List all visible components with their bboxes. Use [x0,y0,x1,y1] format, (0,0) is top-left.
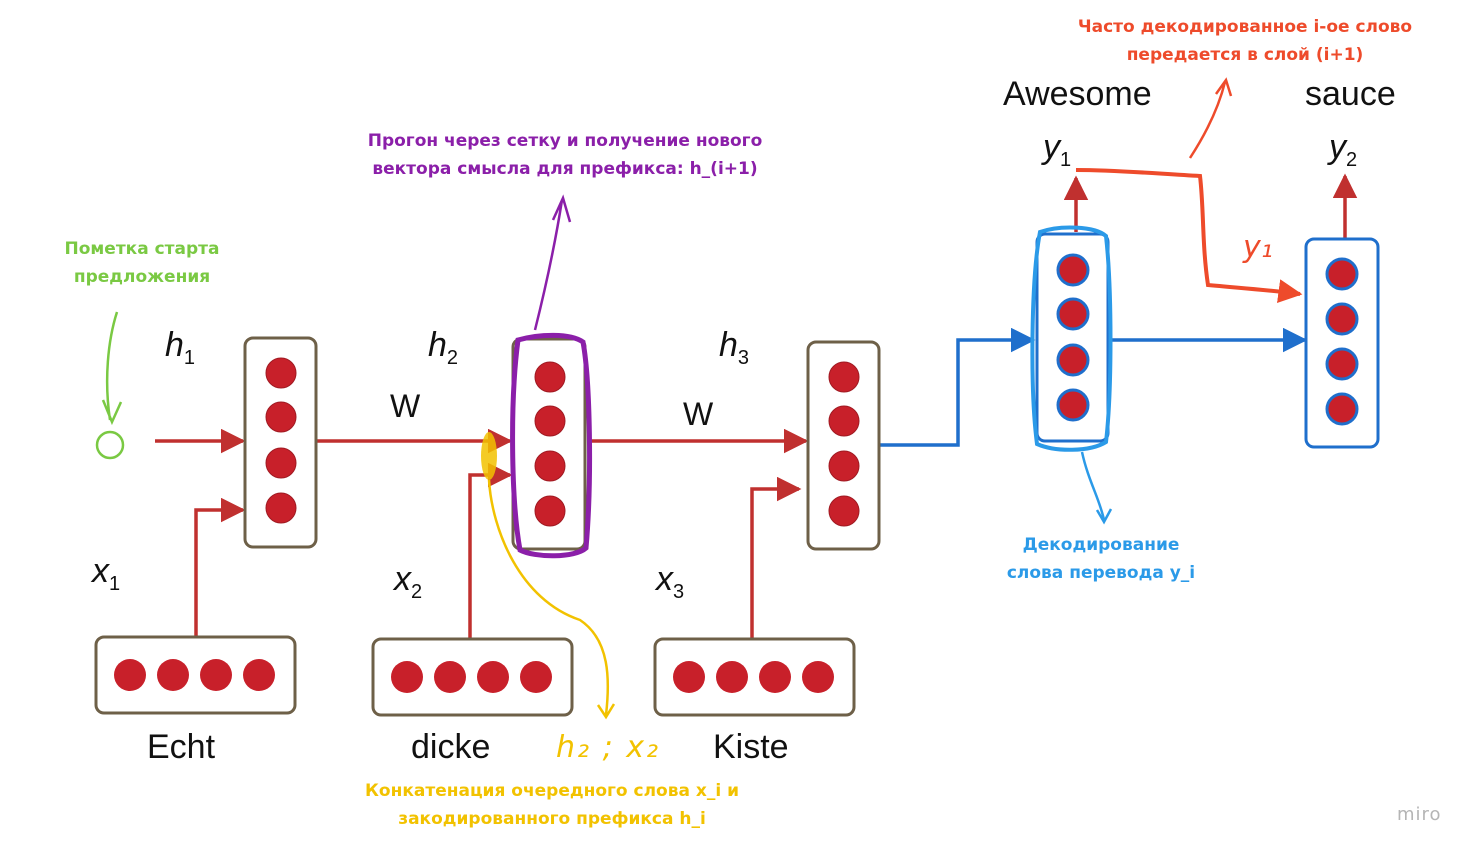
hidden-box-h1 [243,336,318,549]
label-h2: h2 [428,326,459,369]
node [265,401,297,433]
label-y1: y1 [1043,128,1072,171]
word-kiste: Kiste [713,728,789,766]
annotation-feed-forward: Часто декодированное i-ое слово передаетс… [1077,17,1413,65]
green-pointer [101,311,123,426]
node [828,361,860,393]
node [802,661,834,693]
node [157,659,189,691]
node [243,659,275,691]
miro-watermark: miro [1397,804,1442,825]
label-h3: h3 [719,326,750,369]
label-y2: y2 [1329,128,1358,171]
annotation-concatenation: Конкатенация очередного слова x_i и закод… [365,781,739,829]
node [828,495,860,527]
arrow-x3-to-h3 [750,476,802,638]
hidden-box-h2 [511,337,587,551]
weight-label-2: W [683,396,714,432]
label-h1: h1 [165,326,196,369]
arrow-x1-to-h1 [194,497,246,636]
node [1056,343,1090,377]
purple-highlight [510,332,593,559]
handwritten-y1: y₁ [1243,230,1273,265]
node [265,492,297,524]
node [391,661,423,693]
node [828,405,860,437]
hidden-box-h3 [806,340,881,551]
word-awesome: Awesome [1003,75,1152,113]
start-token-circle [95,430,125,460]
word-dicke: dicke [411,728,491,766]
arrow-x2-to-h2 [468,462,513,638]
orange-pointer [1188,77,1233,159]
node [534,450,566,482]
node [200,659,232,691]
node [1325,302,1359,336]
input-box-x2 [371,637,574,717]
purple-pointer [533,194,572,331]
node [1325,347,1359,381]
node [1056,253,1090,287]
decoder-box-2 [1304,237,1380,449]
light-blue-pointer [1080,451,1113,525]
node [520,661,552,693]
node [673,661,705,693]
orange-feed-path [1075,168,1303,304]
node [534,405,566,437]
node [1325,392,1359,426]
decoder-arrows [880,327,1308,447]
arrow-h3-to-decoder [880,327,1036,447]
node [477,661,509,693]
decoder-box-1 [1035,232,1110,443]
handwritten-concat: h₂ ; x₂ [556,730,660,765]
node [1056,388,1090,422]
node [1325,257,1359,291]
label-x2: x2 [394,560,423,603]
node [534,495,566,527]
annotation-forward-pass: Прогон через сетку и получение нового век… [367,131,763,179]
node [759,661,791,693]
node [265,447,297,479]
encoder-arrows [155,173,1358,638]
light-blue-highlight [1030,225,1113,452]
node [716,661,748,693]
label-x1: x1 [92,552,121,595]
input-box-x1 [94,635,297,715]
node [828,450,860,482]
node [434,661,466,693]
weight-label-1: W [390,388,421,424]
node [1056,297,1090,331]
word-echt: Echt [147,728,216,766]
node [534,361,566,393]
label-x3: x3 [656,560,685,603]
yellow-blob [481,432,497,480]
yellow-pointer [487,479,616,720]
annotation-decoding: Декодирование слова перевода y_i [1006,535,1196,583]
annotation-start-token: Пометка старта предложения [64,239,220,287]
node [114,659,146,691]
node [265,357,297,389]
input-box-x3 [653,637,856,717]
word-sauce: sauce [1305,75,1396,113]
